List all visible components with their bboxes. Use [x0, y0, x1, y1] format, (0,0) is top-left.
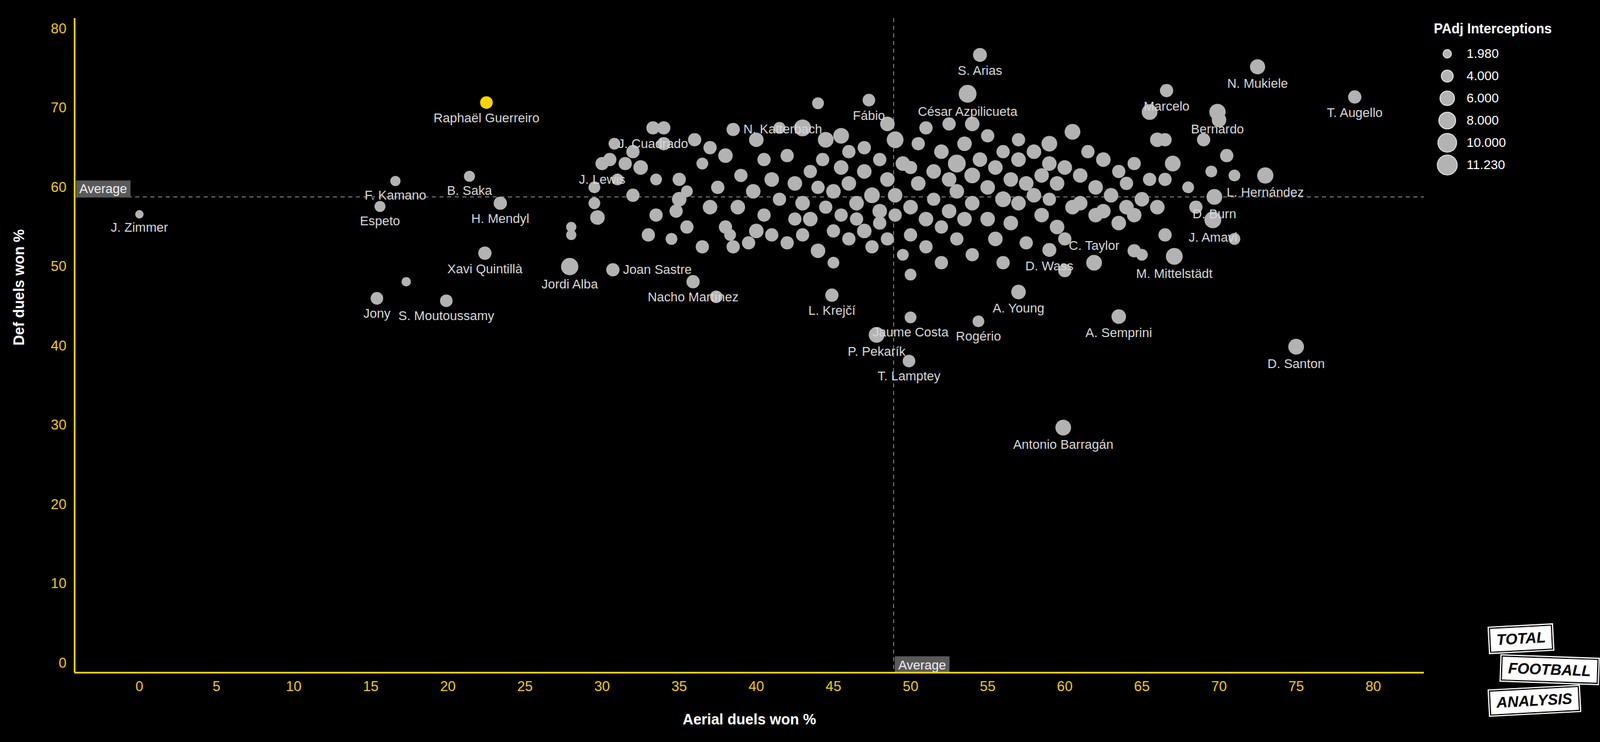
svg-text:J. Amavi: J. Amavi: [1188, 229, 1238, 245]
svg-text:55: 55: [979, 678, 996, 695]
html-text:8.000: 8.000: [1466, 112, 1499, 128]
svg-text:J. Lewis: J. Lewis: [578, 172, 626, 187]
html-text:6.000: 6.000: [1466, 90, 1499, 106]
svg-text:40: 40: [748, 678, 765, 695]
svg-text:Nacho Martínez: Nacho Martínez: [647, 289, 739, 305]
svg-text:D. Burn: D. Burn: [1192, 206, 1237, 222]
svg-text:Jordi Alba: Jordi Alba: [541, 276, 599, 292]
svg-text:N. Katterbach: N. Katterbach: [743, 121, 823, 137]
html-text:11.230: 11.230: [1466, 157, 1506, 173]
svg-text:M. Mittelstädt: M. Mittelstädt: [1135, 266, 1213, 281]
svg-text:Antonio Barragán: Antonio Barragán: [1013, 437, 1114, 452]
svg-text:Jaume Costa: Jaume Costa: [872, 324, 949, 340]
svg-text:80: 80: [1365, 678, 1382, 695]
svg-text:20: 20: [50, 496, 67, 513]
svg-text:Average: Average: [898, 657, 947, 673]
svg-text:35: 35: [671, 678, 688, 695]
svg-text:Joan Sastre: Joan Sastre: [623, 262, 692, 277]
svg-text:80: 80: [50, 20, 67, 37]
svg-text:5: 5: [212, 678, 221, 695]
svg-text:40: 40: [50, 337, 67, 354]
svg-text:Raphaël Guerreiro: Raphaël Guerreiro: [433, 110, 540, 126]
svg-text:Bernardo: Bernardo: [1190, 121, 1245, 137]
svg-text:Xavi Quintillà: Xavi Quintillà: [447, 261, 523, 277]
html-text:10.000: 10.000: [1466, 135, 1506, 150]
svg-text:A. Semprini: A. Semprini: [1085, 325, 1153, 341]
svg-text:B. Saka: B. Saka: [447, 183, 493, 198]
svg-text:L. Krejčí: L. Krejčí: [808, 303, 856, 318]
svg-text:60: 60: [1056, 678, 1073, 695]
svg-text:L. Hernández: L. Hernández: [1226, 184, 1304, 200]
svg-text:T. Augello: T. Augello: [1326, 105, 1383, 120]
svg-text:D. Wass: D. Wass: [1025, 258, 1074, 274]
html-text:PAdj Interceptions: PAdj Interceptions: [1433, 21, 1552, 37]
html-text:ANALYSIS: ANALYSIS: [1496, 689, 1573, 712]
svg-text:0: 0: [135, 678, 144, 695]
svg-text:T. Lamptey: T. Lamptey: [877, 368, 941, 384]
svg-text:J. Zimmer: J. Zimmer: [110, 220, 168, 235]
svg-text:F. Kamano: F. Kamano: [364, 187, 427, 203]
svg-text:Jony: Jony: [363, 306, 391, 321]
svg-text:D. Santon: D. Santon: [1267, 356, 1325, 372]
svg-text:Marcelo: Marcelo: [1143, 98, 1190, 114]
html-text:FOOTBALL: FOOTBALL: [1507, 659, 1592, 680]
svg-text:25: 25: [517, 678, 534, 695]
svg-text:Def duels won %: Def duels won %: [10, 229, 27, 346]
svg-text:Rogério: Rogério: [955, 328, 1001, 344]
svg-text:45: 45: [825, 678, 842, 695]
svg-text:H. Mendyl: H. Mendyl: [471, 211, 530, 226]
svg-text:Espeto: Espeto: [359, 213, 401, 229]
svg-text:N. Mukiele: N. Mukiele: [1227, 76, 1289, 91]
svg-text:C. Taylor: C. Taylor: [1068, 238, 1119, 253]
svg-text:10: 10: [285, 678, 302, 695]
svg-text:S. Moutoussamy: S. Moutoussamy: [398, 308, 495, 324]
html-text:TOTAL: TOTAL: [1495, 628, 1547, 649]
svg-text:50: 50: [902, 678, 919, 695]
html-text:1.980: 1.980: [1466, 46, 1499, 61]
svg-text:50: 50: [50, 258, 67, 274]
svg-text:Fábio: Fábio: [852, 108, 885, 123]
html-text:4.000: 4.000: [1466, 68, 1499, 84]
svg-text:30: 30: [594, 678, 610, 695]
svg-text:0: 0: [58, 654, 67, 671]
svg-text:15: 15: [362, 678, 379, 695]
svg-text:30: 30: [50, 416, 67, 433]
svg-text:75: 75: [1288, 678, 1304, 695]
svg-text:César Azpilicueta: César Azpilicueta: [917, 104, 1018, 119]
svg-text:60: 60: [50, 179, 67, 195]
svg-text:65: 65: [1134, 678, 1150, 695]
svg-text:S. Arias: S. Arias: [958, 63, 1003, 78]
svg-text:20: 20: [440, 678, 456, 695]
svg-text:Aerial duels won %: Aerial duels won %: [682, 711, 817, 728]
svg-text:70: 70: [1211, 678, 1228, 695]
svg-text:10: 10: [50, 575, 67, 592]
svg-text:70: 70: [50, 99, 67, 116]
svg-text:P. Pekarík: P. Pekarík: [847, 344, 907, 359]
svg-text:J. Cuadrado: J. Cuadrado: [617, 136, 689, 151]
svg-text:A. Young: A. Young: [992, 300, 1045, 316]
svg-text:Average: Average: [79, 181, 128, 197]
